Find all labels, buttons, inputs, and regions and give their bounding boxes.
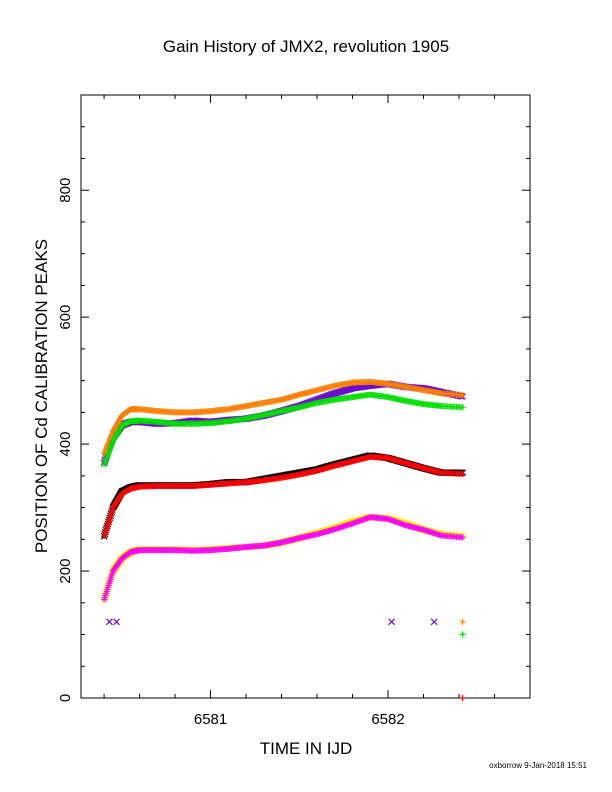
- x-axis-label: TIME IN IJD: [260, 739, 353, 758]
- x-tick-label: 6582: [371, 711, 404, 728]
- data-point: [459, 695, 466, 701]
- y-axis-label: POSITION OF Cd CALIBRATION PEAKS: [32, 239, 51, 553]
- y-tick-label: 0: [57, 694, 74, 702]
- y-tick-label: 600: [57, 305, 74, 330]
- tick-labels: 0 200 400 600 800 6581 6582: [57, 178, 405, 728]
- credit-text: oxborrow 9-Jan-2018 15:51: [489, 761, 587, 770]
- x-tick-label: 6581: [194, 711, 227, 728]
- data-point: [388, 618, 395, 626]
- plot-frame: [80, 94, 531, 699]
- data-point: [459, 534, 466, 541]
- data-points: [100, 378, 466, 701]
- data-point: [459, 392, 466, 399]
- chart-title: Gain History of JMX2, revolution 1905: [163, 37, 449, 56]
- data-point: [459, 631, 466, 638]
- axis-ticks: [81, 94, 531, 699]
- data-point: [430, 618, 438, 626]
- data-point: [459, 404, 466, 411]
- y-tick-label: 400: [57, 432, 74, 457]
- y-tick-label: 200: [57, 559, 74, 584]
- plot-border: [80, 94, 531, 699]
- y-tick-label: 800: [57, 178, 74, 203]
- data-point: [459, 470, 466, 477]
- data-point: [113, 618, 120, 626]
- data-point: [105, 618, 113, 626]
- data-point: [459, 618, 466, 625]
